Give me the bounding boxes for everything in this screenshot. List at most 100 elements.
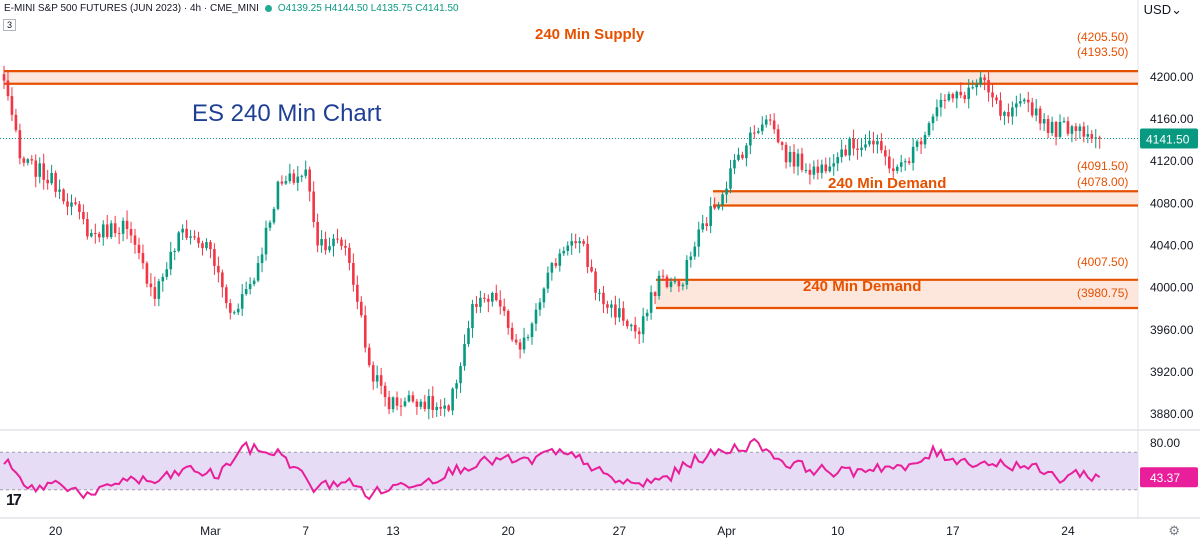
time-axis-label: 27: [613, 524, 627, 538]
candle-body: [685, 259, 689, 285]
candle-body: [820, 164, 824, 173]
candle-body: [54, 172, 57, 192]
candle-body: [173, 250, 177, 252]
candle-body: [911, 146, 915, 163]
candle-body: [947, 94, 951, 101]
candle-body: [582, 241, 585, 244]
candle-body: [657, 275, 661, 296]
candle-body: [864, 144, 867, 148]
candle-body: [94, 233, 97, 235]
candle-body: [622, 308, 625, 321]
candle-body: [113, 223, 117, 234]
candle-body: [768, 119, 772, 121]
candle-body: [316, 221, 319, 246]
candle-body: [614, 304, 617, 318]
candle-body: [625, 320, 629, 327]
candle-body: [506, 311, 510, 328]
candle-body: [296, 176, 300, 183]
candle-body: [232, 312, 236, 314]
candle-body: [1070, 126, 1074, 134]
candle-body: [880, 141, 883, 151]
candle-body: [1078, 126, 1082, 131]
currency-selector[interactable]: USD⌄: [1143, 2, 1182, 17]
candle-body: [749, 132, 752, 146]
candle-body: [876, 141, 879, 145]
candle-body: [228, 303, 232, 313]
candle-body: [431, 396, 435, 411]
last-price-label: 4141.50: [1146, 133, 1190, 147]
last-price-tag: [1140, 128, 1198, 149]
candle-body: [459, 366, 462, 384]
candle-body: [844, 149, 847, 156]
candle-body: [975, 84, 978, 88]
candle-body: [923, 135, 927, 145]
candle-body: [201, 243, 204, 249]
candle-body: [30, 159, 34, 161]
candle-body: [808, 169, 812, 175]
candle-body: [915, 141, 919, 147]
candle-body: [38, 163, 42, 177]
candle-body: [185, 228, 188, 238]
candle-body: [332, 238, 335, 247]
candle-body: [74, 202, 77, 205]
candle-body: [189, 236, 192, 238]
demand-zone-1-label: 240 Min Demand: [828, 175, 947, 192]
candle-body: [328, 246, 331, 251]
candle-body: [225, 287, 228, 304]
price-tick-label: 3880.00: [1150, 407, 1194, 421]
candle-body: [939, 99, 943, 108]
candle-body: [760, 124, 764, 132]
candle-body: [62, 189, 65, 202]
tradingview-logo[interactable]: 17: [6, 492, 22, 509]
candle-body: [637, 331, 641, 335]
candle-body: [1007, 112, 1010, 117]
candle-body: [991, 92, 994, 98]
demand-zone-1-fill: [713, 191, 1138, 206]
candle-body: [530, 323, 534, 338]
rsi-value-tag: [1140, 467, 1198, 488]
candle-body: [757, 131, 760, 133]
candle-body: [1086, 134, 1090, 137]
candle-body: [574, 241, 577, 244]
settings-gear-icon[interactable]: ⚙: [1168, 523, 1180, 538]
candle-body: [145, 263, 149, 284]
candle-body: [395, 397, 399, 406]
candle-body: [498, 300, 502, 307]
supply-zone-fill: [4, 71, 1138, 84]
candle-body: [352, 262, 355, 285]
candle-body: [288, 173, 292, 182]
candle-body: [324, 239, 327, 251]
candle-body: [312, 191, 315, 222]
candle-body: [217, 265, 220, 273]
candle-body: [367, 347, 371, 366]
candle-body: [776, 129, 780, 143]
candle-body: [665, 276, 669, 288]
candle-body: [363, 315, 367, 348]
candle-body: [268, 222, 272, 228]
candle-body: [256, 263, 260, 281]
candle-body: [1074, 126, 1078, 131]
candle-body: [272, 208, 276, 223]
time-axis-label: 10: [831, 524, 845, 538]
candle-body: [578, 241, 581, 244]
candle-body: [931, 116, 935, 124]
candle-body: [721, 194, 724, 205]
candle-body: [796, 153, 800, 167]
candle-body: [463, 343, 466, 367]
candle-body: [193, 236, 196, 238]
candle-body: [221, 272, 224, 288]
candle-body: [487, 298, 490, 302]
candle-body: [209, 242, 212, 250]
candle-body: [340, 239, 343, 246]
price-tick-label: 4200.00: [1150, 70, 1194, 84]
candle-body: [419, 401, 423, 407]
candle-body: [1022, 99, 1026, 102]
candle-body: [2, 74, 6, 81]
indicators-collapse-button[interactable]: 3: [3, 19, 17, 31]
candle-body: [157, 281, 161, 299]
candle-body: [125, 220, 129, 229]
rsi-line[interactable]: [3, 437, 1101, 501]
candle-body: [967, 87, 971, 99]
